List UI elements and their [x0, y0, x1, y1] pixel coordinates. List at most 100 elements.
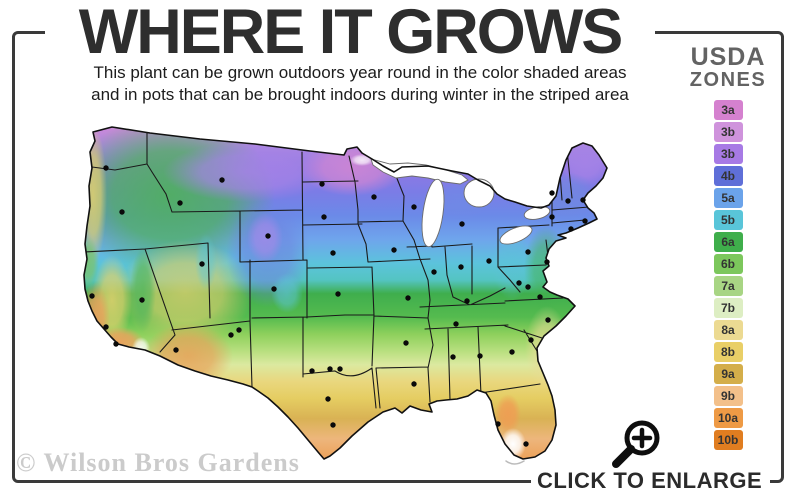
- city-dot-25: [459, 221, 465, 227]
- city-dot-22: [330, 422, 336, 428]
- zone-blob-5: [84, 282, 110, 358]
- city-dot-35: [450, 354, 456, 360]
- city-dot-0: [103, 165, 109, 171]
- legend-zone-list: 3a 3b 3b 4b 5a 5b 6a 6b 7a 7b 8a 8b 9a 9b 10a 10b: [686, 100, 770, 450]
- city-dot-19: [337, 366, 343, 372]
- legend-zone-swatch-15: 10b: [713, 430, 743, 450]
- city-dot-16: [330, 250, 336, 256]
- city-dot-43: [549, 214, 555, 220]
- map-fill-layer: [84, 127, 607, 459]
- legend-zone-swatch-7: 6b: [713, 254, 743, 274]
- city-dot-29: [486, 258, 492, 264]
- page-title: WHERE IT GROWS: [78, 0, 623, 67]
- city-dot-51: [495, 421, 501, 427]
- legend-zone-swatch-4: 5a: [713, 188, 743, 208]
- zone-blob-11: [271, 273, 303, 313]
- lake-superior: [370, 158, 469, 185]
- legend-zone-swatch-8: 7a: [713, 276, 743, 296]
- city-dot-47: [582, 218, 588, 224]
- city-dot-44: [549, 190, 555, 196]
- city-dot-12: [228, 332, 234, 338]
- city-dot-32: [453, 321, 459, 327]
- zone-blob-3: [130, 248, 156, 332]
- city-dot-13: [236, 327, 242, 333]
- city-dot-37: [509, 349, 515, 355]
- city-dot-14: [319, 181, 325, 187]
- city-dot-48: [568, 226, 574, 232]
- city-dot-34: [411, 381, 417, 387]
- zone-blob-7: [84, 236, 99, 288]
- city-dot-28: [458, 264, 464, 270]
- legend-zone-swatch-10: 8a: [713, 320, 743, 340]
- city-dot-31: [464, 298, 470, 304]
- city-dot-30: [405, 295, 411, 301]
- lake-huron: [463, 178, 495, 208]
- city-dot-23: [371, 194, 377, 200]
- city-dot-45: [565, 198, 571, 204]
- city-dot-50: [525, 284, 531, 290]
- zone-blob-24: [500, 428, 526, 459]
- city-dot-8: [265, 233, 271, 239]
- legend-zone-swatch-6: 6a: [713, 232, 743, 252]
- city-dot-5: [139, 297, 145, 303]
- click-to-enlarge-button[interactable]: CLICK TO ENLARGE: [531, 468, 771, 496]
- city-dot-26: [391, 247, 397, 253]
- city-dot-38: [528, 337, 534, 343]
- zone-blob-8: [143, 323, 233, 389]
- city-dot-33: [403, 340, 409, 346]
- city-dot-21: [325, 396, 331, 402]
- city-dot-18: [327, 366, 333, 372]
- city-dot-2: [89, 293, 95, 299]
- florida-keys: [505, 460, 525, 465]
- zone-blob-23: [495, 394, 521, 434]
- legend-zone-swatch-13: 9b: [713, 386, 743, 406]
- legend-zone-swatch-12: 9a: [713, 364, 743, 384]
- city-dot-9: [199, 261, 205, 267]
- watermark: © Wilson Bros Gardens: [16, 448, 300, 477]
- city-dot-39: [545, 317, 551, 323]
- legend-zone-swatch-0: 3a: [713, 100, 743, 120]
- zone-blob-15: [350, 154, 374, 166]
- city-dot-46: [580, 197, 586, 203]
- city-dot-42: [525, 249, 531, 255]
- city-dot-11: [173, 347, 179, 353]
- city-dot-36: [477, 353, 483, 359]
- city-dot-10: [271, 286, 277, 292]
- city-dots: [89, 165, 588, 447]
- legend-zone-swatch-1: 3b: [713, 122, 743, 142]
- city-dot-40: [537, 294, 543, 300]
- legend-title-zones: ZONES: [689, 69, 767, 91]
- zone-blob-10: [247, 213, 283, 263]
- legend-title-usda: USDA: [690, 43, 766, 71]
- city-dot-41: [516, 280, 522, 286]
- city-dot-15: [321, 214, 327, 220]
- lake-michigan: [421, 178, 445, 248]
- subtitle-line-1: This plant can be grown outdoors year ro…: [93, 63, 627, 82]
- lake-erie: [499, 225, 533, 245]
- subtitle-line-2: and in pots that can be brought indoors …: [91, 85, 629, 104]
- city-dot-3: [103, 324, 109, 330]
- legend-zone-swatch-5: 5b: [713, 210, 743, 230]
- legend-zone-swatch-9: 7b: [713, 298, 743, 318]
- city-dot-49: [544, 259, 550, 265]
- us-coastline-outline: [83, 126, 608, 460]
- magnifier-plus-icon[interactable]: [604, 416, 668, 474]
- city-dot-1: [119, 209, 125, 215]
- city-dot-24: [411, 204, 417, 210]
- zone-blob-12: [195, 234, 217, 290]
- subtitle: This plant can be grown outdoors year ro…: [55, 62, 665, 106]
- city-dot-52: [523, 441, 529, 447]
- great-lakes: [370, 158, 551, 248]
- legend-zone-swatch-2: 3b: [713, 144, 743, 164]
- legend-zone-swatch-14: 10a: [713, 408, 743, 428]
- page-title-wrap: WHERE IT GROWS: [45, 0, 655, 67]
- city-dot-17: [335, 291, 341, 297]
- city-dot-27: [431, 269, 437, 275]
- legend-zone-swatch-3: 4b: [713, 166, 743, 186]
- usda-zones-legend: USDA ZONES 3a 3b 3b 4b 5a 5b 6a 6b 7a 7b 8a 8b 9a 9b 1…: [686, 44, 770, 452]
- city-dot-20: [309, 368, 315, 374]
- city-dot-7: [219, 177, 225, 183]
- city-dot-6: [177, 200, 183, 206]
